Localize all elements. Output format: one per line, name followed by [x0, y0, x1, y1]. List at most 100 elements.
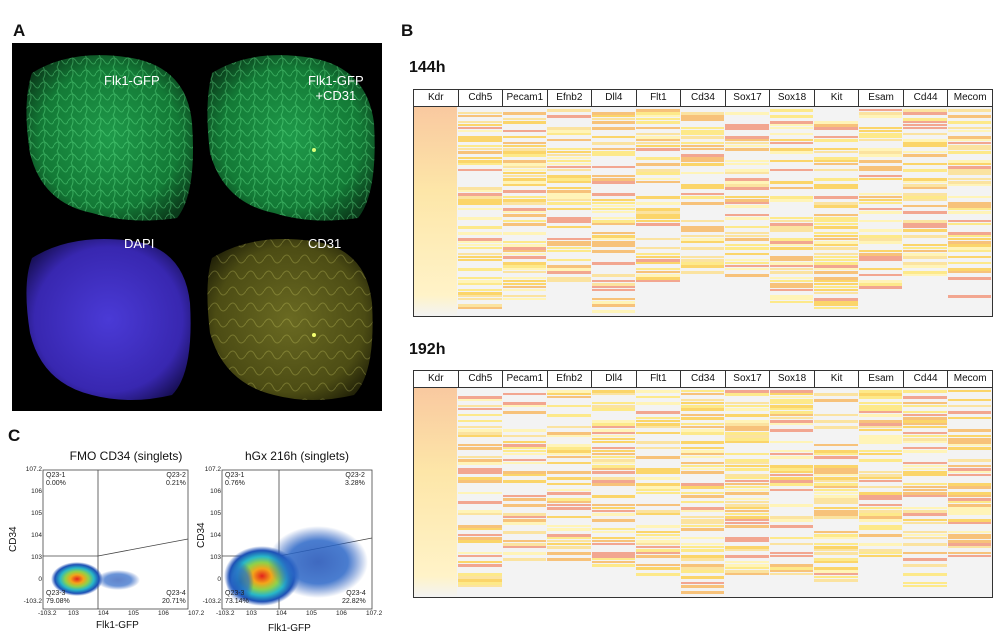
heatmap-band — [502, 208, 547, 211]
heatmap-band — [458, 232, 502, 235]
heatmap-band — [725, 139, 769, 141]
heatmap-band — [636, 417, 680, 419]
heatmap-band — [947, 244, 991, 247]
heatmap-band — [769, 396, 814, 398]
heatmap-col-pecam1: Pecam1 — [503, 90, 548, 106]
heatmap-band — [636, 540, 680, 543]
heatmap-column-esam — [858, 107, 903, 316]
heatmap-band — [725, 268, 769, 270]
heatmap-band — [591, 211, 636, 213]
heatmap-band — [903, 414, 947, 416]
heatmap-band — [680, 259, 725, 262]
heatmap-band — [725, 238, 769, 241]
heatmap-band — [769, 271, 814, 274]
heatmap-band — [591, 561, 636, 563]
heatmap-band — [502, 196, 547, 198]
heatmap-band — [591, 528, 636, 530]
heatmap-band — [636, 489, 680, 491]
heatmap-band — [814, 516, 858, 519]
heatmap-band — [458, 396, 502, 399]
heatmap-band — [769, 516, 814, 519]
heatmap-band — [591, 115, 636, 117]
heatmap-band — [858, 480, 903, 482]
heatmap-band — [458, 295, 502, 297]
heatmap-band — [814, 259, 858, 261]
heatmap-band — [725, 573, 769, 575]
heatmap-band — [769, 468, 814, 471]
heatmap-band — [547, 501, 591, 503]
heatmap-band — [858, 543, 903, 546]
heatmap-band — [947, 417, 991, 419]
heatmap-band — [725, 265, 769, 267]
heatmap-band — [725, 522, 769, 524]
heatmap-band — [903, 226, 947, 228]
heatmap-band — [458, 435, 502, 437]
heatmap-band — [903, 178, 947, 181]
heatmap-band — [502, 136, 547, 138]
heatmap-band — [591, 504, 636, 506]
heatmap-band — [636, 253, 680, 255]
heatmap-band — [636, 196, 680, 199]
heatmap-band — [769, 217, 814, 219]
heatmap-band — [858, 115, 903, 118]
heatmap-band — [547, 504, 591, 506]
heatmap-band — [547, 492, 591, 495]
heatmap-band — [814, 148, 858, 150]
heatmap-band — [725, 477, 769, 479]
panel-letter-c: C — [8, 426, 21, 445]
heatmap-column-mecom — [947, 107, 991, 316]
heatmap-band — [903, 390, 947, 393]
heatmap-band — [680, 528, 725, 531]
heatmap-band — [636, 402, 680, 405]
heatmap-band — [769, 570, 814, 572]
heatmap-band — [858, 453, 903, 455]
heatmap-band — [591, 298, 636, 300]
heatmap-band — [636, 537, 680, 539]
heatmap-band — [814, 567, 858, 570]
heatmap-band — [814, 453, 858, 455]
heatmap-band — [547, 154, 591, 156]
heatmap-band — [947, 250, 991, 252]
heatmap-band — [458, 510, 502, 513]
heatmap-band — [947, 247, 991, 250]
heatmap-band — [947, 492, 991, 495]
heatmap-band — [858, 552, 903, 554]
heatmap-band — [814, 139, 858, 142]
heatmap-band — [903, 142, 947, 145]
heatmap-band — [458, 298, 502, 300]
heatmap-band — [947, 115, 991, 118]
heatmap-band — [591, 465, 636, 468]
heatmap-band — [458, 492, 502, 494]
heatmap-band — [858, 148, 903, 151]
heatmap-band — [947, 519, 991, 522]
heatmap-band — [591, 462, 636, 464]
heatmap-band — [903, 262, 947, 265]
heatmap-band — [636, 423, 680, 426]
heatmap-band — [858, 498, 903, 500]
heatmap-band — [947, 483, 991, 486]
x-tick-label: 107.2 — [366, 610, 383, 617]
heatmap-band — [725, 199, 769, 202]
heatmap-band — [547, 456, 591, 458]
heatmap-band — [814, 543, 858, 545]
heatmap-band — [858, 112, 903, 115]
heatmap-band — [458, 432, 502, 435]
heatmap-band — [591, 310, 636, 313]
heatmap-band — [680, 450, 725, 453]
heatmap-column-cdh5 — [458, 388, 502, 597]
heatmap-band — [680, 145, 725, 147]
heatmap-band — [725, 561, 769, 563]
heatmap-band — [547, 489, 591, 491]
heatmap-band — [502, 265, 547, 268]
heatmap-col-cdh5: Cdh5 — [459, 90, 504, 106]
heatmap-band — [458, 193, 502, 196]
heatmap-band — [858, 426, 903, 428]
heatmap-band — [502, 223, 547, 226]
heatmap-band — [814, 561, 858, 563]
heatmap-band — [725, 546, 769, 549]
heatmap-band — [903, 447, 947, 449]
heatmap-band — [680, 402, 725, 404]
heatmap-band — [903, 450, 947, 453]
heatmap-band — [814, 160, 858, 162]
heatmap-band — [680, 256, 725, 258]
